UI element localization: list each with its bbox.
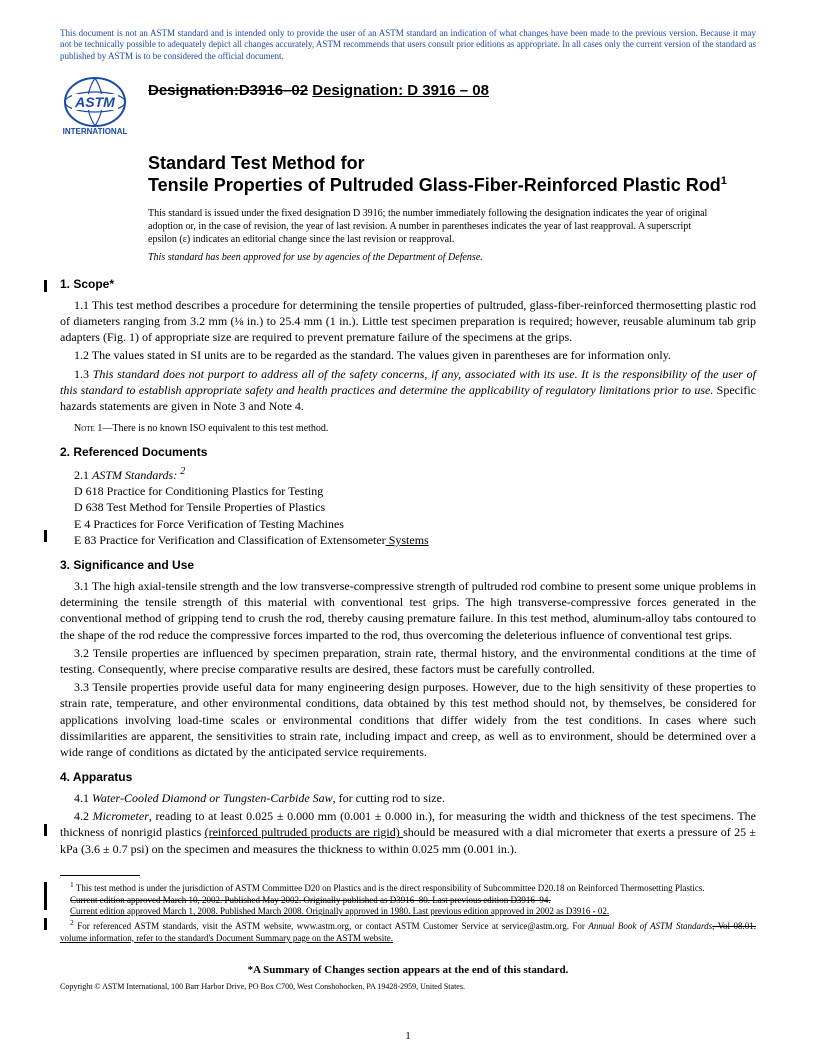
change-bar <box>44 882 47 910</box>
para-3-3: 3.3 Tensile properties provide useful da… <box>60 679 756 760</box>
footnote-rule <box>60 875 140 876</box>
footnote-1b: Current edition approved March 10, 2002.… <box>60 895 756 907</box>
app-head: 4. Apparatus <box>60 770 756 784</box>
para-3-2: 3.2 Tensile properties are influenced by… <box>60 645 756 677</box>
change-bar <box>44 918 47 930</box>
footnote-1: 1 This test method is under the jurisdic… <box>60 880 756 895</box>
footnote-2: 2 For referenced ASTM standards, visit t… <box>60 918 756 944</box>
summary-note: *A Summary of Changes section appears at… <box>60 964 756 976</box>
disclaimer-text: This document is not an ASTM standard an… <box>60 28 756 62</box>
change-bar <box>44 280 47 292</box>
refdocs-head: 2. Referenced Documents <box>60 445 756 459</box>
designation: Designation:D3916–02 Designation: D 3916… <box>148 76 489 99</box>
sig-head: 3. Significance and Use <box>60 558 756 572</box>
copyright: Copyright © ASTM International, 100 Barr… <box>60 982 756 991</box>
astm-logo: ASTM INTERNATIONAL <box>60 76 130 142</box>
change-bar <box>44 530 47 542</box>
title-line2: Tensile Properties of Pultruded Glass-Fi… <box>148 174 756 197</box>
para-4-2: 4.2 Micrometer, reading to at least 0.02… <box>60 808 756 857</box>
para-2-1: 2.1 ASTM Standards: 2 <box>60 465 756 483</box>
ref-item: E 4 Practices for Force Verification of … <box>60 516 756 532</box>
para-4-1: 4.1 Water-Cooled Diamond or Tungsten-Car… <box>60 790 756 806</box>
header: ASTM INTERNATIONAL Designation:D3916–02 … <box>60 76 756 142</box>
change-bar <box>44 824 47 836</box>
scope-head: 1. Scope* <box>60 277 756 291</box>
ref-item: D 638 Test Method for Tensile Properties… <box>60 499 756 515</box>
para-1-1: 1.1 This test method describes a procedu… <box>60 297 756 346</box>
svg-text:ASTM: ASTM <box>74 94 115 110</box>
title-line1: Standard Test Method for <box>148 152 756 175</box>
para-3-1: 3.1 The high axial-tensile strength and … <box>60 578 756 643</box>
issuance-note: This standard is issued under the fixed … <box>148 207 716 246</box>
para-1-2: 1.2 The values stated in SI units are to… <box>60 347 756 363</box>
page-number: 1 <box>405 1030 411 1042</box>
footnote-1c: Current edition approved March 1, 2008. … <box>60 906 756 918</box>
note-1: Note 1—There is no known ISO equivalent … <box>60 422 756 435</box>
new-designation: Designation: D 3916 – 08 <box>312 82 489 99</box>
para-1-3: 1.3 This standard does not purport to ad… <box>60 366 756 415</box>
ref-item-e83: E 83 Practice for Verification and Class… <box>60 532 756 548</box>
title-block: Standard Test Method for Tensile Propert… <box>148 152 756 197</box>
ref-item: D 618 Practice for Conditioning Plastics… <box>60 483 756 499</box>
logo-label: INTERNATIONAL <box>63 127 128 136</box>
old-designation: Designation:D3916–02 <box>148 82 308 99</box>
dod-note: This standard has been approved for use … <box>148 252 716 263</box>
